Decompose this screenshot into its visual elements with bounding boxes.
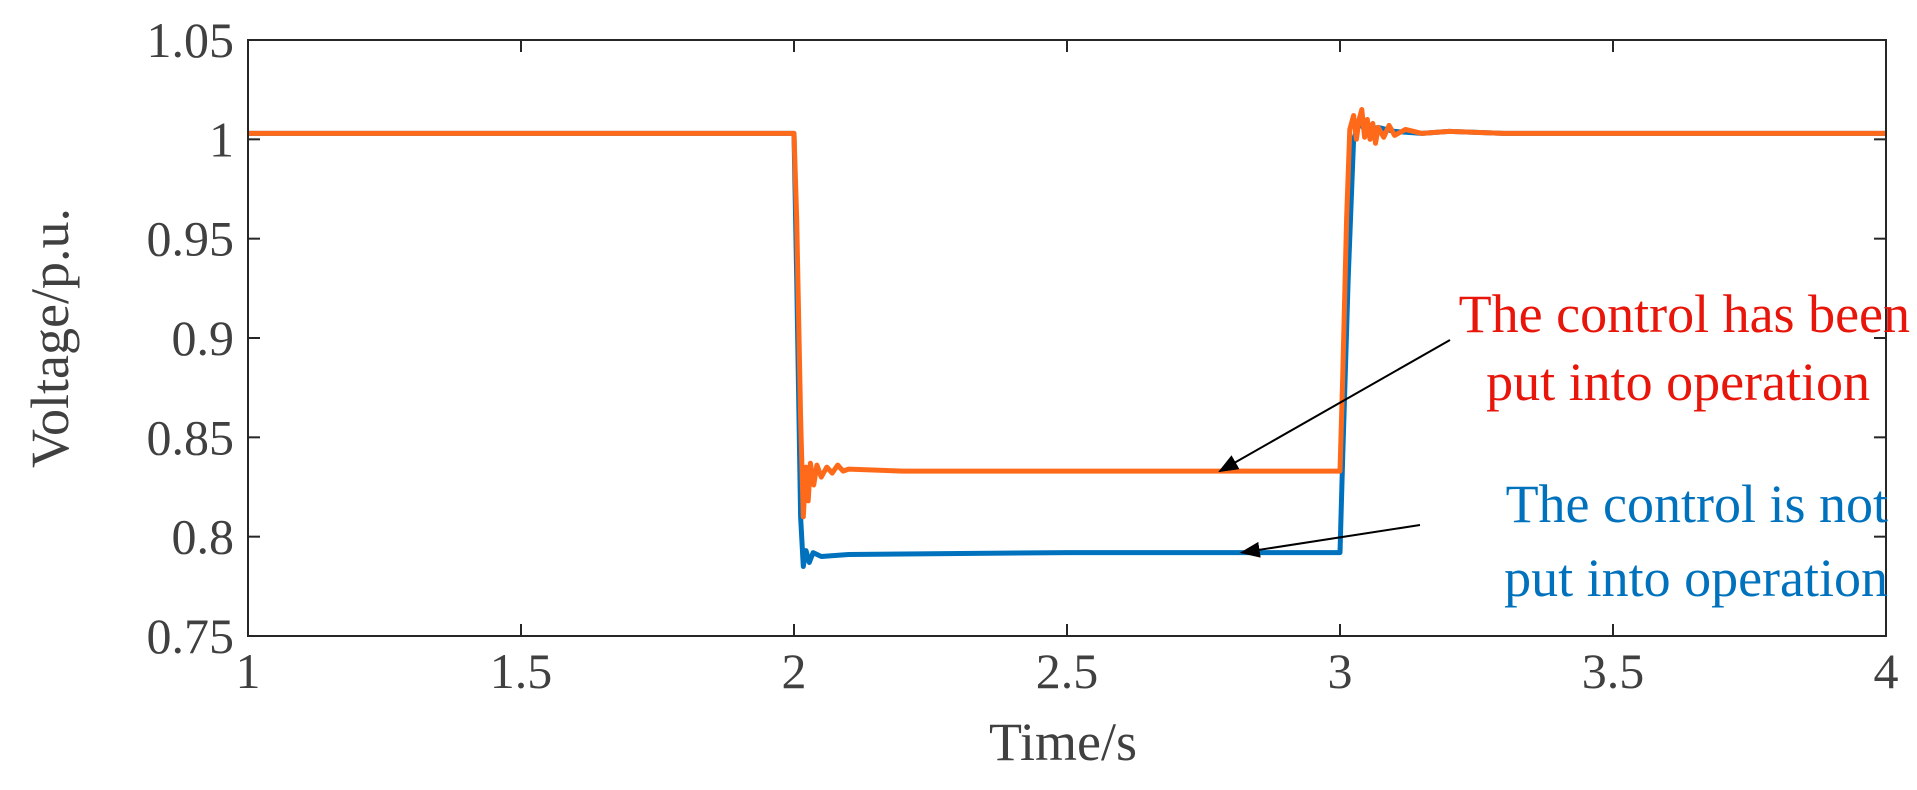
x-tick-label: 3 bbox=[1328, 643, 1353, 699]
annotation-control-on-arrow bbox=[1218, 339, 1451, 473]
y-tick-label: 0.8 bbox=[172, 509, 235, 565]
annotation-control-off-line2: put into operation bbox=[1504, 548, 1888, 608]
y-axis-ticks: 0.75 0.8 0.85 0.9 0.95 1 1.05 bbox=[147, 12, 1886, 664]
x-axis-ticks: 1 1.5 2 2.5 3 3.5 4 bbox=[236, 40, 1899, 699]
x-tick-label: 2 bbox=[782, 643, 807, 699]
x-tick-label: 2.5 bbox=[1036, 643, 1099, 699]
annotation-control-off-line1: The control is not bbox=[1506, 474, 1888, 534]
y-tick-label: 0.75 bbox=[147, 608, 235, 664]
x-tick-label: 1 bbox=[236, 643, 261, 699]
y-tick-label: 0.95 bbox=[147, 211, 235, 267]
y-tick-label: 1.05 bbox=[147, 12, 235, 68]
y-axis-label: Voltage/p.u. bbox=[20, 208, 80, 468]
annotation-control-off-arrow bbox=[1239, 524, 1421, 558]
x-tick-label: 1.5 bbox=[490, 643, 553, 699]
annotation-control-off: The control is not put into operation bbox=[1239, 474, 1888, 608]
annotation-control-on-line2: put into operation bbox=[1486, 352, 1870, 412]
series-line-1 bbox=[248, 107, 1886, 520]
y-tick-label: 0.9 bbox=[172, 310, 235, 366]
x-tick-label: 3.5 bbox=[1582, 643, 1645, 699]
x-axis-label: Time/s bbox=[989, 712, 1137, 772]
series-layer bbox=[248, 107, 1886, 569]
annotation-control-on: The control has been put into operation bbox=[1218, 284, 1910, 473]
y-tick-label: 0.85 bbox=[147, 409, 235, 465]
x-tick-label: 4 bbox=[1874, 643, 1899, 699]
annotation-control-on-line1: The control has been bbox=[1459, 284, 1910, 344]
y-tick-label: 1 bbox=[209, 111, 234, 167]
